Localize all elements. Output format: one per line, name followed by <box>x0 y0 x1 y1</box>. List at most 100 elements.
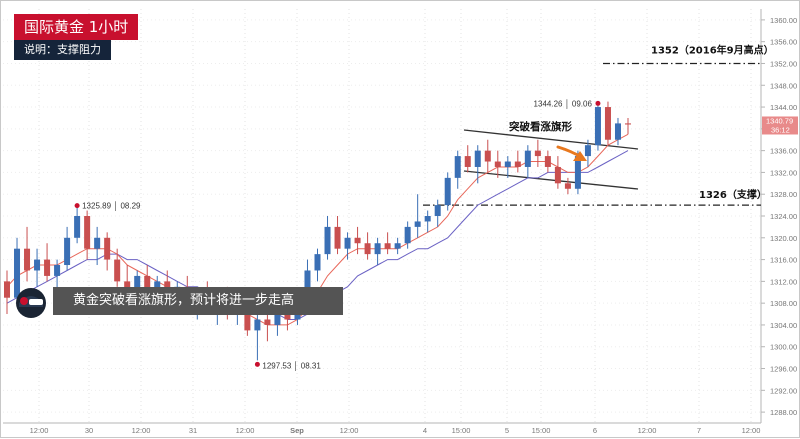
breakout-arrowhead-icon <box>573 151 587 161</box>
y-tick-label: 1296.00 <box>770 365 797 374</box>
candle-body <box>424 216 431 222</box>
low-marker <box>254 361 260 367</box>
high-right-marker <box>595 100 601 106</box>
candle-body <box>444 177 451 206</box>
support-label: 1326（支撑） <box>699 188 767 201</box>
x-tick-label: 31 <box>189 426 197 435</box>
candle-body <box>74 216 81 238</box>
candle-body <box>464 156 471 167</box>
high-right-label: 1344.26 │ 09.06 <box>534 98 593 109</box>
candle-body <box>114 259 121 282</box>
y-tick-label: 1308.00 <box>770 299 797 308</box>
x-tick-label: 7 <box>697 426 701 435</box>
candle-body <box>494 161 501 167</box>
candle-body <box>394 243 401 249</box>
y-tick-label: 1344.00 <box>770 103 797 112</box>
candle-body <box>304 270 311 304</box>
x-tick-label: 12:00 <box>30 426 49 435</box>
candle-body <box>94 237 101 249</box>
candle-body <box>574 156 581 189</box>
high-marker <box>74 203 80 209</box>
x-tick-label: 30 <box>85 426 93 435</box>
candle-body <box>284 314 291 320</box>
y-tick-label: 1320.00 <box>770 234 797 243</box>
candle-body <box>64 237 71 266</box>
y-tick-label: 1356.00 <box>770 38 797 47</box>
high-left-label: 1325.89 │ 08.29 <box>82 201 141 212</box>
y-tick-label: 1312.00 <box>770 277 797 286</box>
flag-label: 突破看涨旗形 <box>509 120 572 133</box>
flag-upper-line <box>463 129 639 150</box>
y-tick-label: 1304.00 <box>770 321 797 330</box>
candle-body <box>314 254 321 271</box>
candle-body <box>434 205 441 216</box>
candle-body <box>104 237 111 260</box>
candle-body <box>414 221 421 227</box>
low-label: 1297.53 │ 08.31 <box>262 360 321 371</box>
candle-body <box>134 275 141 293</box>
candle-body <box>324 226 331 255</box>
y-tick-label: 1292.00 <box>770 386 797 395</box>
price-tag-value: 1340.79 <box>766 116 793 125</box>
x-tick-label: 15:00 <box>452 426 471 435</box>
candle-body <box>514 161 521 167</box>
x-tick-label: 12:00 <box>742 426 761 435</box>
helmet-logo-icon <box>16 288 46 318</box>
candle-body <box>54 265 61 276</box>
candle-body <box>144 275 151 293</box>
candle-body <box>584 145 591 157</box>
candle-body <box>354 237 361 244</box>
x-tick-label: 15:00 <box>532 426 551 435</box>
candle-body <box>264 319 271 325</box>
y-tick-label: 1324.00 <box>770 212 797 221</box>
candle-body <box>364 243 371 255</box>
candle-body <box>564 183 571 189</box>
candle-body <box>274 314 281 325</box>
candle-body <box>84 216 91 249</box>
candle-body <box>524 150 531 167</box>
x-tick-label: 12:00 <box>638 426 657 435</box>
candle-body <box>24 248 31 271</box>
candle-body <box>384 243 391 249</box>
candle-body <box>334 226 341 249</box>
price-tag-bg2 <box>762 125 798 135</box>
candle-body <box>534 150 541 157</box>
candle-body <box>624 123 632 125</box>
candle-body <box>484 150 491 162</box>
candle-body <box>124 281 131 293</box>
candle-body <box>44 259 51 276</box>
candle-body <box>454 156 461 178</box>
analysis-banner: 黄金突破看涨旗形，预计将进一步走高 <box>53 287 343 315</box>
candle-body <box>244 303 251 331</box>
price-tag-bg <box>762 116 798 126</box>
candle-body <box>14 248 21 298</box>
y-tick-label: 1332.00 <box>770 168 797 177</box>
y-tick-label: 1316.00 <box>770 256 797 265</box>
y-tick-label: 1300.00 <box>770 343 797 352</box>
x-tick-label: 5 <box>505 426 509 435</box>
candle-body <box>544 156 551 167</box>
y-tick-label: 1352.00 <box>770 59 797 68</box>
candle-body <box>594 107 601 146</box>
candle-body <box>504 161 511 167</box>
x-tick-label: 12:00 <box>340 426 359 435</box>
candle-body <box>614 123 621 140</box>
y-tick-label: 1328.00 <box>770 190 797 199</box>
x-tick-label: 6 <box>593 426 597 435</box>
chart-subtitle: 说明：支撑阻力 <box>14 40 111 60</box>
candle-body <box>34 259 41 271</box>
y-tick-label: 1336.00 <box>770 147 797 156</box>
chart-title: 国际黄金 1小时 <box>14 14 139 40</box>
candle-body <box>344 237 351 249</box>
candle-body <box>554 166 561 184</box>
price-tag-countdown: 36:12 <box>771 125 790 134</box>
candle-body <box>404 226 411 244</box>
y-tick-label: 1348.00 <box>770 81 797 90</box>
x-tick-label: 12:00 <box>236 426 255 435</box>
y-tick-label: 1360.00 <box>770 16 797 25</box>
resistance-label: 1352（2016年9月高点） <box>651 43 774 56</box>
y-tick-label: 1288.00 <box>770 408 797 417</box>
x-tick-label: Sep <box>290 426 304 435</box>
